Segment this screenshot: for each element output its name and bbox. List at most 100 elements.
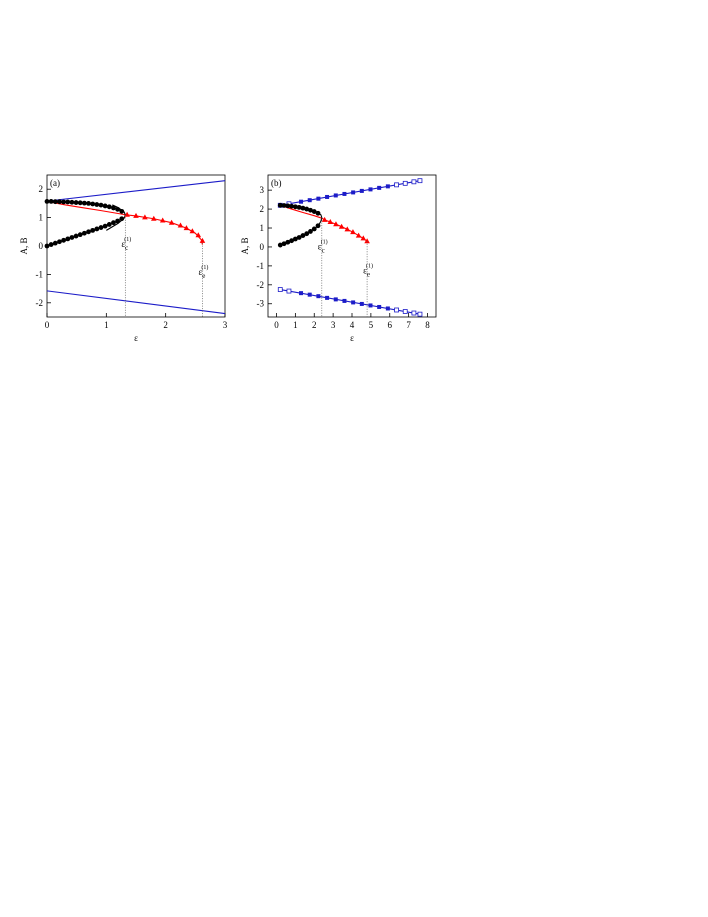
point bbox=[151, 215, 157, 221]
point bbox=[142, 214, 148, 220]
point bbox=[65, 236, 71, 242]
annotation-sup: (1) bbox=[201, 264, 208, 271]
point bbox=[342, 298, 347, 303]
point bbox=[411, 179, 417, 185]
x-tick-label: 1 bbox=[293, 320, 298, 330]
point bbox=[285, 203, 291, 209]
point bbox=[195, 232, 202, 238]
annotation-symbol: ε bbox=[121, 239, 125, 249]
point bbox=[73, 233, 79, 239]
point bbox=[65, 199, 71, 205]
y-tick-label: 2 bbox=[260, 204, 265, 214]
curve bbox=[46, 180, 226, 202]
point bbox=[277, 202, 283, 208]
point bbox=[44, 199, 50, 204]
point bbox=[189, 228, 196, 234]
point bbox=[355, 232, 362, 238]
point bbox=[90, 227, 96, 233]
annotation-symbol: ε bbox=[363, 265, 367, 275]
point bbox=[292, 204, 298, 210]
point bbox=[98, 202, 104, 208]
annotation: εc(1) bbox=[318, 239, 328, 255]
curve bbox=[46, 290, 226, 315]
annotation-sup: (1) bbox=[366, 262, 373, 269]
point bbox=[299, 291, 304, 296]
point bbox=[368, 187, 373, 192]
point bbox=[304, 231, 310, 237]
point bbox=[311, 209, 317, 214]
point bbox=[119, 208, 125, 214]
point bbox=[289, 203, 294, 209]
point bbox=[377, 185, 382, 190]
point bbox=[281, 241, 287, 247]
x-tick-label: 5 bbox=[369, 320, 374, 330]
point bbox=[411, 310, 417, 316]
point bbox=[52, 199, 58, 205]
point bbox=[77, 232, 83, 238]
point bbox=[102, 223, 108, 229]
x-tick-label: 3 bbox=[223, 320, 228, 330]
y-tick-label: 0 bbox=[39, 241, 44, 251]
point bbox=[48, 242, 54, 247]
point bbox=[69, 199, 75, 205]
annotation: εe(1) bbox=[363, 262, 373, 278]
y-tick-label: 0 bbox=[260, 242, 265, 252]
point bbox=[61, 237, 67, 243]
point bbox=[333, 221, 339, 227]
point bbox=[48, 199, 54, 204]
annotation-sub: c bbox=[125, 244, 128, 252]
point bbox=[308, 229, 313, 234]
y-tick-label: -3 bbox=[257, 299, 265, 309]
x-tick-label: 8 bbox=[425, 320, 430, 330]
x-tick-label: 0 bbox=[274, 320, 279, 330]
point bbox=[111, 205, 116, 211]
point bbox=[394, 182, 399, 188]
point bbox=[315, 210, 321, 216]
point bbox=[315, 223, 321, 229]
point bbox=[299, 199, 304, 204]
y-tick-label: -2 bbox=[257, 280, 265, 290]
point bbox=[300, 205, 306, 211]
point bbox=[307, 198, 312, 203]
point bbox=[115, 218, 121, 224]
point bbox=[304, 206, 310, 212]
x-tick-label: 1 bbox=[104, 320, 109, 330]
point bbox=[106, 204, 112, 210]
x-tick-label: 2 bbox=[163, 320, 168, 330]
point bbox=[81, 230, 87, 236]
annotation-sub: c bbox=[322, 247, 325, 255]
point bbox=[325, 295, 330, 300]
point bbox=[77, 200, 83, 206]
point bbox=[359, 188, 364, 193]
point bbox=[333, 297, 338, 302]
point bbox=[316, 196, 321, 201]
panel-label: (a) bbox=[50, 178, 60, 188]
point bbox=[124, 211, 130, 217]
x-tick-label: 7 bbox=[406, 320, 411, 330]
annotation-symbol: ε bbox=[318, 242, 322, 252]
annotation-sub: e bbox=[202, 272, 205, 280]
point bbox=[86, 229, 91, 235]
point bbox=[359, 301, 364, 306]
y-tick-label: 3 bbox=[260, 185, 265, 195]
point bbox=[61, 199, 67, 205]
y-tick-label: -1 bbox=[36, 269, 44, 279]
point bbox=[57, 239, 62, 245]
point bbox=[364, 238, 370, 244]
point bbox=[52, 240, 58, 246]
point bbox=[98, 225, 104, 230]
point bbox=[199, 237, 206, 243]
point bbox=[90, 201, 96, 207]
point bbox=[307, 292, 312, 297]
point bbox=[308, 207, 313, 213]
x-axis-label: ε bbox=[134, 333, 138, 343]
point bbox=[133, 212, 139, 218]
point bbox=[57, 199, 62, 205]
point bbox=[115, 206, 121, 212]
point bbox=[321, 216, 328, 222]
point bbox=[296, 235, 302, 240]
point bbox=[296, 204, 302, 210]
point bbox=[402, 180, 408, 186]
point bbox=[377, 304, 382, 309]
